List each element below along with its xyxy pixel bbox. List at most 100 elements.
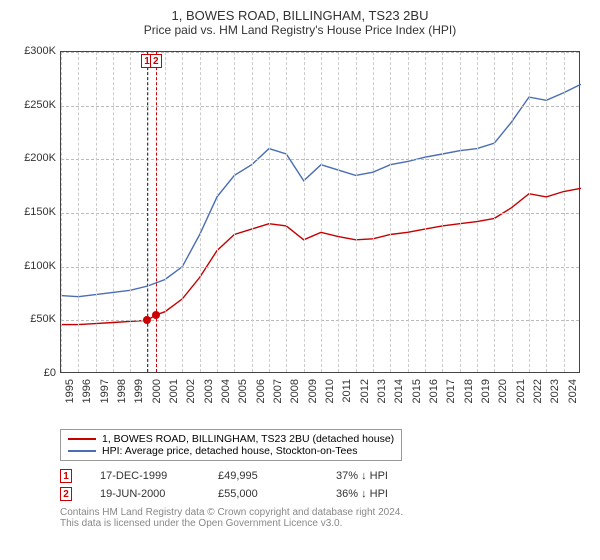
x-axis-label: 1995: [64, 379, 76, 403]
gridline-h: [61, 267, 579, 268]
x-axis-label: 2022: [532, 379, 544, 403]
gridline-v: [234, 52, 235, 372]
page-title: 1, BOWES ROAD, BILLINGHAM, TS23 2BU: [12, 8, 588, 23]
x-axis-label: 2020: [497, 379, 509, 403]
gridline-v: [252, 52, 253, 372]
gridline-v: [96, 52, 97, 372]
page-subtitle: Price paid vs. HM Land Registry's House …: [12, 23, 588, 37]
marker-vline: [156, 52, 157, 372]
gridline-h: [61, 52, 579, 53]
x-axis-label: 2016: [428, 379, 440, 403]
gridline-v: [477, 52, 478, 372]
transactions-table: 1 17-DEC-1999 £49,995 37% ↓ HPI 2 19-JUN…: [60, 469, 588, 501]
marker-dot: [143, 316, 151, 324]
gridline-v: [182, 52, 183, 372]
marker-flag: 2: [150, 54, 162, 68]
gridline-v: [165, 52, 166, 372]
x-axis-label: 2013: [376, 379, 388, 403]
gridline-v: [286, 52, 287, 372]
x-axis-label: 2014: [393, 379, 405, 403]
txn-delta: 36% ↓ HPI: [336, 488, 426, 500]
gridline-v: [338, 52, 339, 372]
legend-box: 1, BOWES ROAD, BILLINGHAM, TS23 2BU (det…: [60, 429, 402, 461]
x-axis-label: 2007: [272, 379, 284, 403]
gridline-v: [217, 52, 218, 372]
chart-container: 1, BOWES ROAD, BILLINGHAM, TS23 2BU Pric…: [0, 0, 600, 560]
x-axis-label: 2003: [203, 379, 215, 403]
footer-line: This data is licensed under the Open Gov…: [60, 518, 588, 529]
y-axis-label: £300K: [12, 45, 56, 57]
y-axis-label: £150K: [12, 206, 56, 218]
gridline-v: [512, 52, 513, 372]
y-axis-label: £200K: [12, 152, 56, 164]
gridline-v: [460, 52, 461, 372]
table-row: 1 17-DEC-1999 £49,995 37% ↓ HPI: [60, 469, 588, 483]
gridline-v: [390, 52, 391, 372]
legend-label: 1, BOWES ROAD, BILLINGHAM, TS23 2BU (det…: [102, 433, 394, 445]
x-axis-label: 2002: [185, 379, 197, 403]
y-axis-label: £100K: [12, 260, 56, 272]
x-axis-label: 2017: [445, 379, 457, 403]
y-axis-label: £0: [12, 367, 56, 379]
x-axis-label: 2008: [289, 379, 301, 403]
gridline-v: [356, 52, 357, 372]
x-axis-label: 2019: [480, 379, 492, 403]
x-axis-label: 2021: [515, 379, 527, 403]
txn-date: 17-DEC-1999: [100, 470, 190, 482]
txn-price: £49,995: [218, 470, 308, 482]
x-axis-label: 2015: [411, 379, 423, 403]
gridline-v: [442, 52, 443, 372]
x-axis-label: 2004: [220, 379, 232, 403]
gridline-v: [78, 52, 79, 372]
marker-badge: 2: [60, 487, 72, 501]
gridline-h: [61, 106, 579, 107]
gridline-v: [546, 52, 547, 372]
legend-row: 1, BOWES ROAD, BILLINGHAM, TS23 2BU (det…: [68, 433, 394, 445]
x-axis-label: 2023: [549, 379, 561, 403]
x-axis-label: 2001: [168, 379, 180, 403]
plot-area: 12: [60, 51, 580, 373]
x-axis-label: 2011: [341, 379, 353, 403]
gridline-v: [130, 52, 131, 372]
x-axis-label: 2000: [151, 379, 163, 403]
gridline-h: [61, 159, 579, 160]
legend-swatch-price-paid: [68, 438, 96, 440]
table-row: 2 19-JUN-2000 £55,000 36% ↓ HPI: [60, 487, 588, 501]
x-axis-label: 2024: [567, 379, 579, 403]
y-axis-label: £250K: [12, 99, 56, 111]
gridline-v: [61, 52, 62, 372]
x-axis-label: 1998: [116, 379, 128, 403]
gridline-v: [269, 52, 270, 372]
marker-dot: [152, 311, 160, 319]
x-axis-label: 2006: [255, 379, 267, 403]
gridline-v: [113, 52, 114, 372]
x-axis-label: 2012: [359, 379, 371, 403]
footer-line: Contains HM Land Registry data © Crown c…: [60, 507, 588, 518]
txn-date: 19-JUN-2000: [100, 488, 190, 500]
legend-label: HPI: Average price, detached house, Stoc…: [102, 445, 357, 457]
gridline-v: [529, 52, 530, 372]
gridline-v: [304, 52, 305, 372]
legend-row: HPI: Average price, detached house, Stoc…: [68, 445, 394, 457]
gridline-v: [200, 52, 201, 372]
chart-area: 12 £0 £50K £100K £150K £200K £250K £300K 1995 19…: [12, 43, 588, 423]
gridline-v: [321, 52, 322, 372]
gridline-h: [61, 213, 579, 214]
x-axis-label: 1997: [99, 379, 111, 403]
gridline-v: [408, 52, 409, 372]
legend-swatch-hpi: [68, 450, 96, 452]
gridline-h: [61, 320, 579, 321]
marker-badge: 1: [60, 469, 72, 483]
x-axis-label: 2005: [237, 379, 249, 403]
gridline-v: [494, 52, 495, 372]
x-axis-label: 2010: [324, 379, 336, 403]
gridline-v: [425, 52, 426, 372]
x-axis-label: 1996: [81, 379, 93, 403]
x-axis-label: 2018: [463, 379, 475, 403]
x-axis-label: 2009: [307, 379, 319, 403]
y-axis-label: £50K: [12, 313, 56, 325]
gridline-v: [373, 52, 374, 372]
x-axis-label: 1999: [133, 379, 145, 403]
txn-price: £55,000: [218, 488, 308, 500]
gridline-v: [564, 52, 565, 372]
